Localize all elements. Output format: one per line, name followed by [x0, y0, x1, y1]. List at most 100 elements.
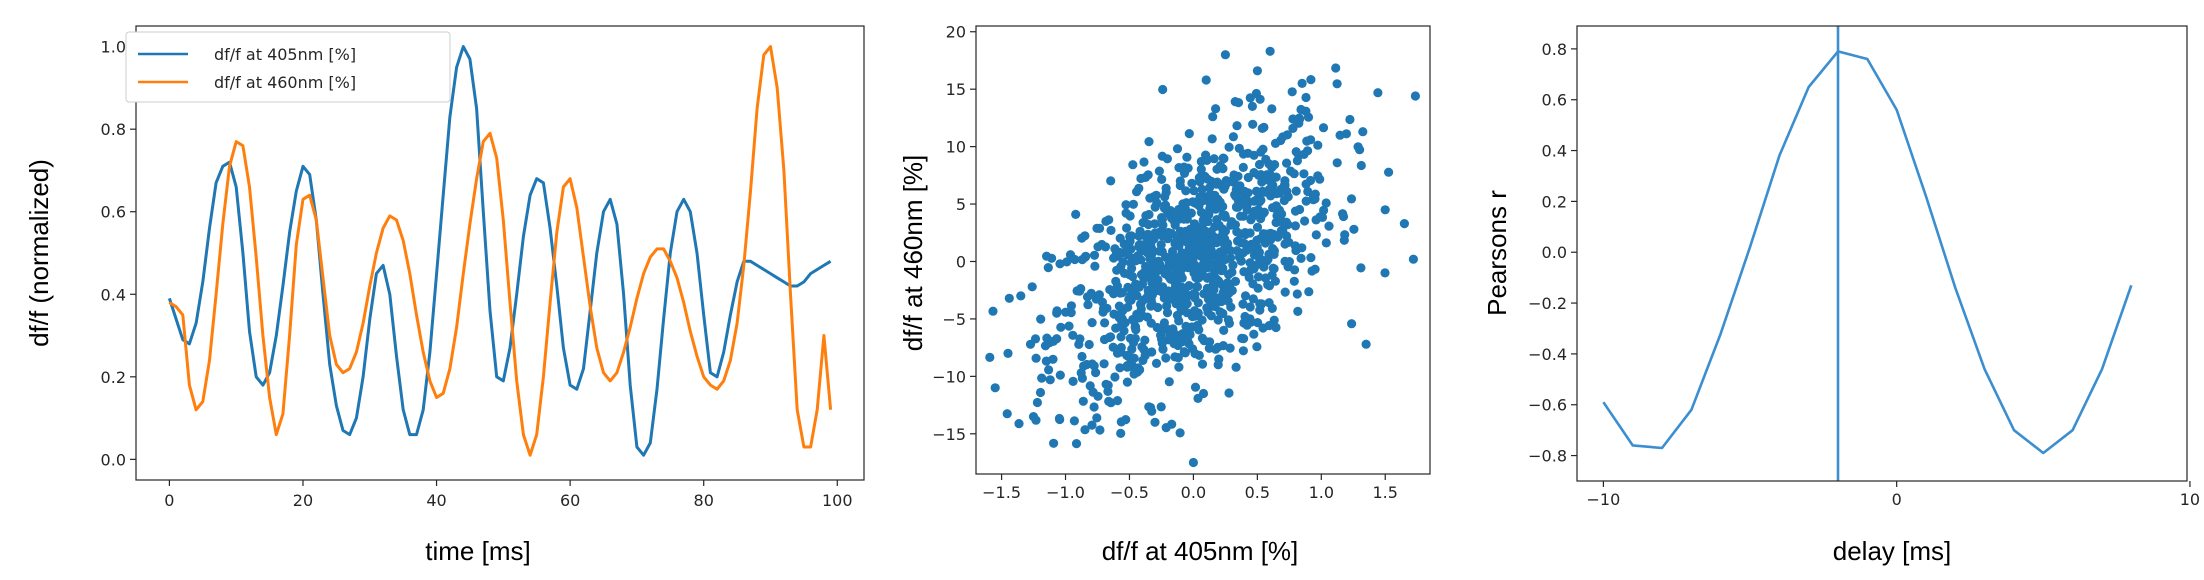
scatter-point [1140, 335, 1150, 345]
scatter-point [1174, 290, 1185, 300]
scatter-point [1157, 174, 1167, 184]
scatter-point [1307, 266, 1317, 276]
scatter-point [1035, 387, 1046, 398]
scatter-point [1144, 402, 1154, 412]
scatter-point [1249, 329, 1259, 339]
scatter-point [1197, 184, 1207, 194]
scatter-point [1141, 211, 1151, 221]
scatter-point [1380, 205, 1390, 215]
scatter-point [1211, 274, 1221, 284]
scatter-point [1134, 313, 1144, 323]
scatter-point [1151, 267, 1161, 277]
scatter-point [1306, 75, 1316, 85]
scatter-point [1259, 231, 1269, 241]
scatter-point [1238, 149, 1249, 159]
scatter-point [1100, 242, 1111, 252]
scatter-point [1170, 281, 1181, 292]
scatter-point [1205, 189, 1215, 199]
scatter-point [1117, 288, 1127, 298]
scatter-point [1194, 262, 1204, 272]
y-tick-label: 0.8 [1542, 40, 1567, 59]
plot-frame [975, 25, 1431, 475]
scatter-point [1174, 163, 1184, 173]
scatter-point [1203, 294, 1214, 304]
scatter-point [1224, 269, 1234, 280]
scatter-point [1220, 226, 1230, 236]
scatter-point [1133, 363, 1143, 373]
scatter-point [1284, 257, 1294, 267]
scatter-point [1087, 359, 1097, 369]
scatter-point [1066, 301, 1076, 311]
scatter-point [1361, 339, 1371, 349]
scatter-point [1150, 228, 1160, 238]
scatter-point [1109, 289, 1119, 299]
scatter-point [1071, 209, 1081, 219]
scatter-point [1173, 233, 1183, 243]
x-tick-label: −10 [1587, 490, 1621, 509]
scatter-point [1238, 162, 1248, 172]
y-tick-label: 0.0 [1542, 243, 1567, 262]
y-tick-label: 5 [956, 195, 966, 214]
scatter-point [1252, 222, 1263, 232]
scatter-point [1116, 332, 1126, 342]
scatter-point [1153, 256, 1164, 266]
scatter-point [1042, 333, 1052, 343]
scatter-point [1095, 223, 1105, 233]
scatter-point [1239, 334, 1249, 344]
scatter-point [1219, 325, 1229, 335]
scatter-point [1245, 302, 1255, 312]
scatter-point [1197, 359, 1208, 369]
scatter-point [1324, 221, 1334, 231]
scatter-point [1101, 379, 1111, 389]
scatter-point [1196, 164, 1206, 174]
scatter-point [1254, 247, 1264, 257]
scatter-point [1129, 353, 1139, 363]
scatter-point [1203, 307, 1213, 317]
scatter-point [990, 383, 1000, 393]
scatter-point [1136, 246, 1146, 256]
x-axis-label: time [ms] [425, 536, 530, 566]
scatter-point [1232, 121, 1242, 131]
scatter-point [1075, 334, 1085, 344]
scatter-point [1218, 201, 1228, 212]
scatter-point [1128, 199, 1138, 209]
scatter-point [1332, 79, 1342, 89]
scatter-point [1030, 334, 1041, 344]
scatter-point [1100, 318, 1110, 328]
scatter-point [1116, 309, 1126, 319]
scatter-point [1167, 246, 1178, 257]
scatter-point [1084, 339, 1094, 350]
legend: df/f at 405nm [%] df/f at 460nm [%] [125, 31, 451, 103]
scatter-point [1077, 351, 1087, 362]
scatter-point [1037, 373, 1047, 383]
scatter-point [1259, 122, 1269, 132]
scatter-point [1195, 177, 1205, 187]
scatter-point [1253, 206, 1263, 216]
scatter-point [1319, 205, 1329, 215]
scatter-point [1223, 296, 1233, 306]
scatter-point [1303, 146, 1313, 156]
scatter-point [1179, 214, 1189, 224]
scatter-point [1224, 388, 1234, 398]
scatter-point [1212, 293, 1222, 303]
scatter-point [1078, 396, 1088, 406]
scatter-point [1121, 200, 1131, 210]
scatter-point [1253, 283, 1263, 293]
scatter-point [1291, 186, 1301, 196]
scatter-point [1089, 250, 1100, 260]
scatter-point [1150, 202, 1160, 212]
scatter-point [1168, 324, 1178, 334]
scatter-point [1104, 396, 1114, 406]
x-tick-label: 100 [822, 491, 853, 510]
scatter-point [1175, 266, 1185, 276]
scatter-point [1119, 268, 1130, 278]
scatter-point [1291, 147, 1301, 157]
scatter-point [1347, 319, 1357, 329]
scatter-point [1172, 310, 1182, 320]
y-axis-label: df/f at 460nm [%] [898, 155, 928, 352]
scatter-point [1294, 118, 1304, 128]
scatter-point [1128, 160, 1138, 170]
scatter-point [1109, 253, 1119, 263]
time-series-panel: 0 20 40 60 80 100 0.0 0.2 0.4 0.6 0.8 1.0 df/f at 4… [24, 25, 865, 566]
y-tick-label: 0.6 [1542, 91, 1567, 110]
